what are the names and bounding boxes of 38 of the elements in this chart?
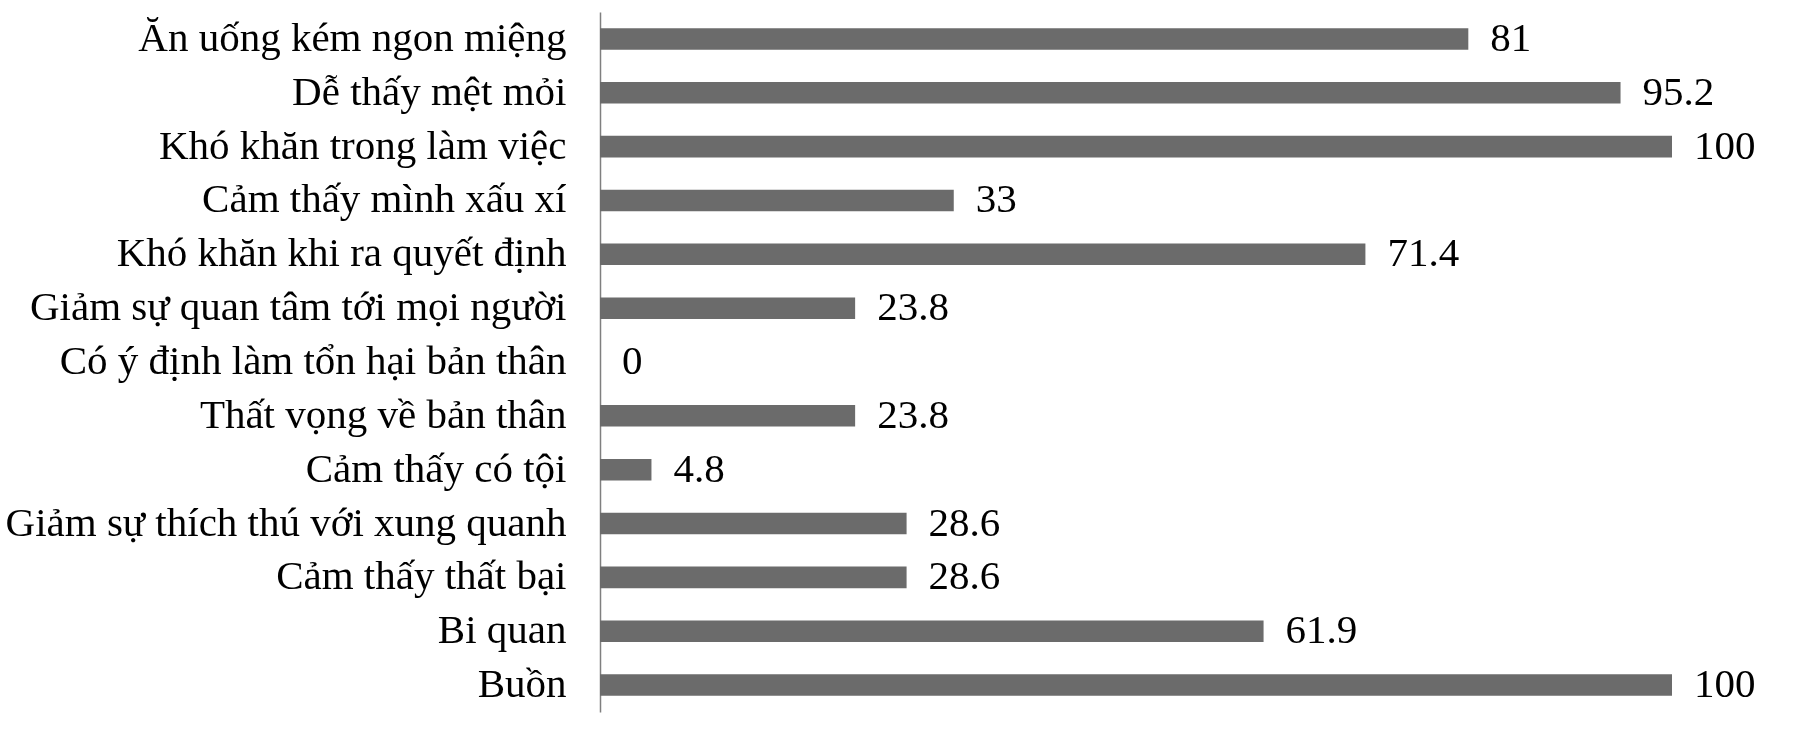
data-label: 28.6 [928,498,1001,545]
data-label: 0 [622,337,643,383]
data-label: 33 [975,175,1017,222]
y-tick-label: Khó khăn trong làm việc [158,121,567,168]
bar [600,674,1672,696]
data-label: 71.4 [1387,229,1460,276]
bar [600,512,907,535]
y-tick-label: Giảm sự thích thú với xung quanh [5,498,567,545]
bar [600,189,954,212]
bar [600,82,1621,104]
y-tick-label: Buồn [477,660,567,707]
data-label: 61.9 [1285,606,1358,653]
data-label: 23.8 [877,283,949,330]
bar [600,566,907,589]
bar [600,28,1469,50]
y-tick-label: Có ý định làm tổn hại bản thân [59,337,567,383]
y-tick-label: Cảm thấy mình xấu xí [202,175,567,222]
data-label: 95.2 [1642,67,1715,114]
y-tick-label: Thất vọng về bản thân [199,390,567,437]
data-label: 28.6 [928,552,1001,599]
y-tick-label: Ăn uống kém ngon miệng [138,13,567,60]
bar [600,620,1264,642]
y-tick-label: Dễ thấy mệt mỏi [292,67,567,114]
bar [600,135,1672,158]
bar [600,458,652,481]
data-label: 81 [1490,13,1532,60]
y-tick-label: Cảm thấy có tội [305,444,567,491]
data-label: 23.8 [877,390,949,437]
bar [600,243,1366,266]
data-label: 4.8 [673,444,725,491]
y-tick-label: Cảm thấy thất bại [276,552,567,599]
y-tick-label: Giảm sự quan tâm tới mọi người [30,283,567,330]
data-label: 100 [1694,121,1756,168]
y-tick-label: Khó khăn khi ra quyết định [116,229,567,276]
y-tick-label: Bi quan [437,606,567,653]
data-label: 100 [1694,660,1756,707]
bar [600,405,856,427]
bar [600,297,856,319]
